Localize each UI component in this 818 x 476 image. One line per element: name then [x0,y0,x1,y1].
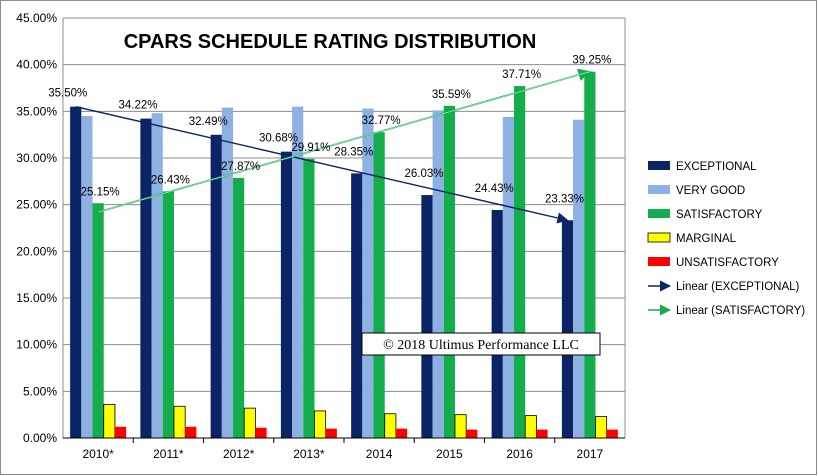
data-label-exceptional: 32.49% [189,116,228,128]
bar-marginal [595,416,608,439]
bar-very-good [432,110,444,439]
bar-marginal [173,405,186,439]
data-label-satisfactory: 26.43% [151,174,190,186]
bar-very-good [81,116,93,438]
bar-exceptional [70,106,82,439]
legend-entry: VERY GOOD [676,185,745,197]
data-label-satisfactory: 37.71% [502,69,541,81]
x-tick-label: 2012* [223,447,255,461]
bar-satisfactory [443,105,455,439]
bars [70,71,618,439]
data-label-exceptional: 35.50% [48,88,87,100]
bar-unsatisfactory [395,428,408,438]
bar-very-good [151,113,163,438]
bar-marginal [384,413,397,439]
y-tick-label: 20.00% [16,244,57,258]
bar-marginal [243,407,256,439]
copyright-annotation: © 2018 Ultimus Performance LLC [361,332,601,356]
trendline-satisfactory-highlight [98,71,590,213]
bar-marginal [103,403,116,439]
bar-satisfactory [514,86,526,438]
data-label-satisfactory: 25.15% [81,186,120,198]
bar-satisfactory [233,177,245,438]
y-tick-label: 40.00% [16,58,57,72]
data-label-satisfactory: 29.91% [291,142,330,154]
x-tick-label: 2016 [506,447,533,461]
data-labels: 35.50% 34.22% 32.49% 30.68% 28.35% 26.03% 24.4… [48,55,611,206]
legend-entry: Linear (EXCEPTIONAL) [676,281,800,293]
legend-swatch [647,232,671,243]
legend-swatch [648,185,670,194]
bar-exceptional [210,134,222,438]
data-label-exceptional: 28.35% [334,146,373,158]
y-tick-label: 35.00% [16,104,57,118]
bar-satisfactory [373,132,385,438]
bar-exceptional [280,151,293,439]
legend-entry: MARGINAL [676,233,737,245]
bar-unsatisfactory [466,429,478,438]
data-label-exceptional: 34.22% [118,100,157,112]
y-tick-label: 0.00% [23,431,57,445]
bar-marginal [454,414,467,439]
y-tick-label: 15.00% [16,291,57,305]
x-tick-label: 2015 [436,447,463,461]
bar-exceptional [351,173,363,438]
bar-unsatisfactory [114,426,127,438]
legend-entry: UNSATISFACTORY [676,257,779,269]
bar-marginal [314,410,327,439]
legend-entry: Linear (SATISFACTORY) [676,305,805,317]
bar-exceptional [491,209,503,438]
trendline-exceptional [75,105,569,224]
bar-satisfactory [303,158,315,438]
bar-very-good [292,106,304,439]
data-label-satisfactory: 35.59% [432,89,471,101]
y-tick-label: 5.00% [23,384,57,398]
data-label-exceptional: 24.43% [475,183,514,195]
legend-swatch [648,257,670,266]
copyright-text: © 2018 Ultimus Performance LLC [383,338,579,353]
bar-very-good [573,119,585,438]
legend-swatch [648,161,670,170]
y-tick-label: 10.00% [16,338,57,352]
bar-satisfactory [92,203,104,438]
data-label-exceptional: 30.68% [259,133,298,145]
data-label-exceptional: 23.33% [545,193,584,205]
bar-unsatisfactory [536,429,548,438]
x-tick-label: 2013* [293,447,325,461]
data-label-satisfactory: 39.25% [572,55,611,67]
bar-unsatisfactory [325,428,337,438]
legend: EXCEPTIONAL VERY GOOD SATISFACTORY MARGINAL… [647,161,805,317]
x-tick-label: 2017 [577,447,604,461]
bar-marginal [524,415,537,439]
legend-swatch [648,209,670,218]
bar-satisfactory [584,71,596,439]
y-tick-label: 45.00% [16,11,57,25]
bar-exceptional [421,195,433,438]
bar-very-good [502,116,515,438]
x-tick-label: 2011* [153,447,184,461]
data-label-satisfactory: 32.77% [362,115,401,127]
legend-entry: SATISFACTORY [676,209,763,221]
axes: 0.00% 5.00% 10.00% 15.00% 20.00% 25.00% 30.00%… [16,11,626,461]
bar-very-good [221,107,234,438]
bar-very-good [362,108,374,439]
data-label-satisfactory: 27.87% [221,161,260,173]
chart-title: CPARS SCHEDULE RATING DISTRIBUTION [124,31,537,53]
bar-satisfactory [162,191,174,438]
data-label-exceptional: 26.03% [404,168,443,180]
bar-unsatisfactory [185,426,197,438]
bar-unsatisfactory [606,429,618,438]
y-tick-label: 30.00% [16,151,57,165]
legend-entry: EXCEPTIONAL [676,161,757,173]
x-tick-label: 2010* [82,447,114,461]
y-tick-label: 25.00% [16,198,57,212]
x-tick-label: 2014 [366,447,393,461]
bar-exceptional [140,118,152,438]
trendlines [75,68,592,224]
bar-exceptional [561,220,574,438]
bar-unsatisfactory [255,427,267,438]
